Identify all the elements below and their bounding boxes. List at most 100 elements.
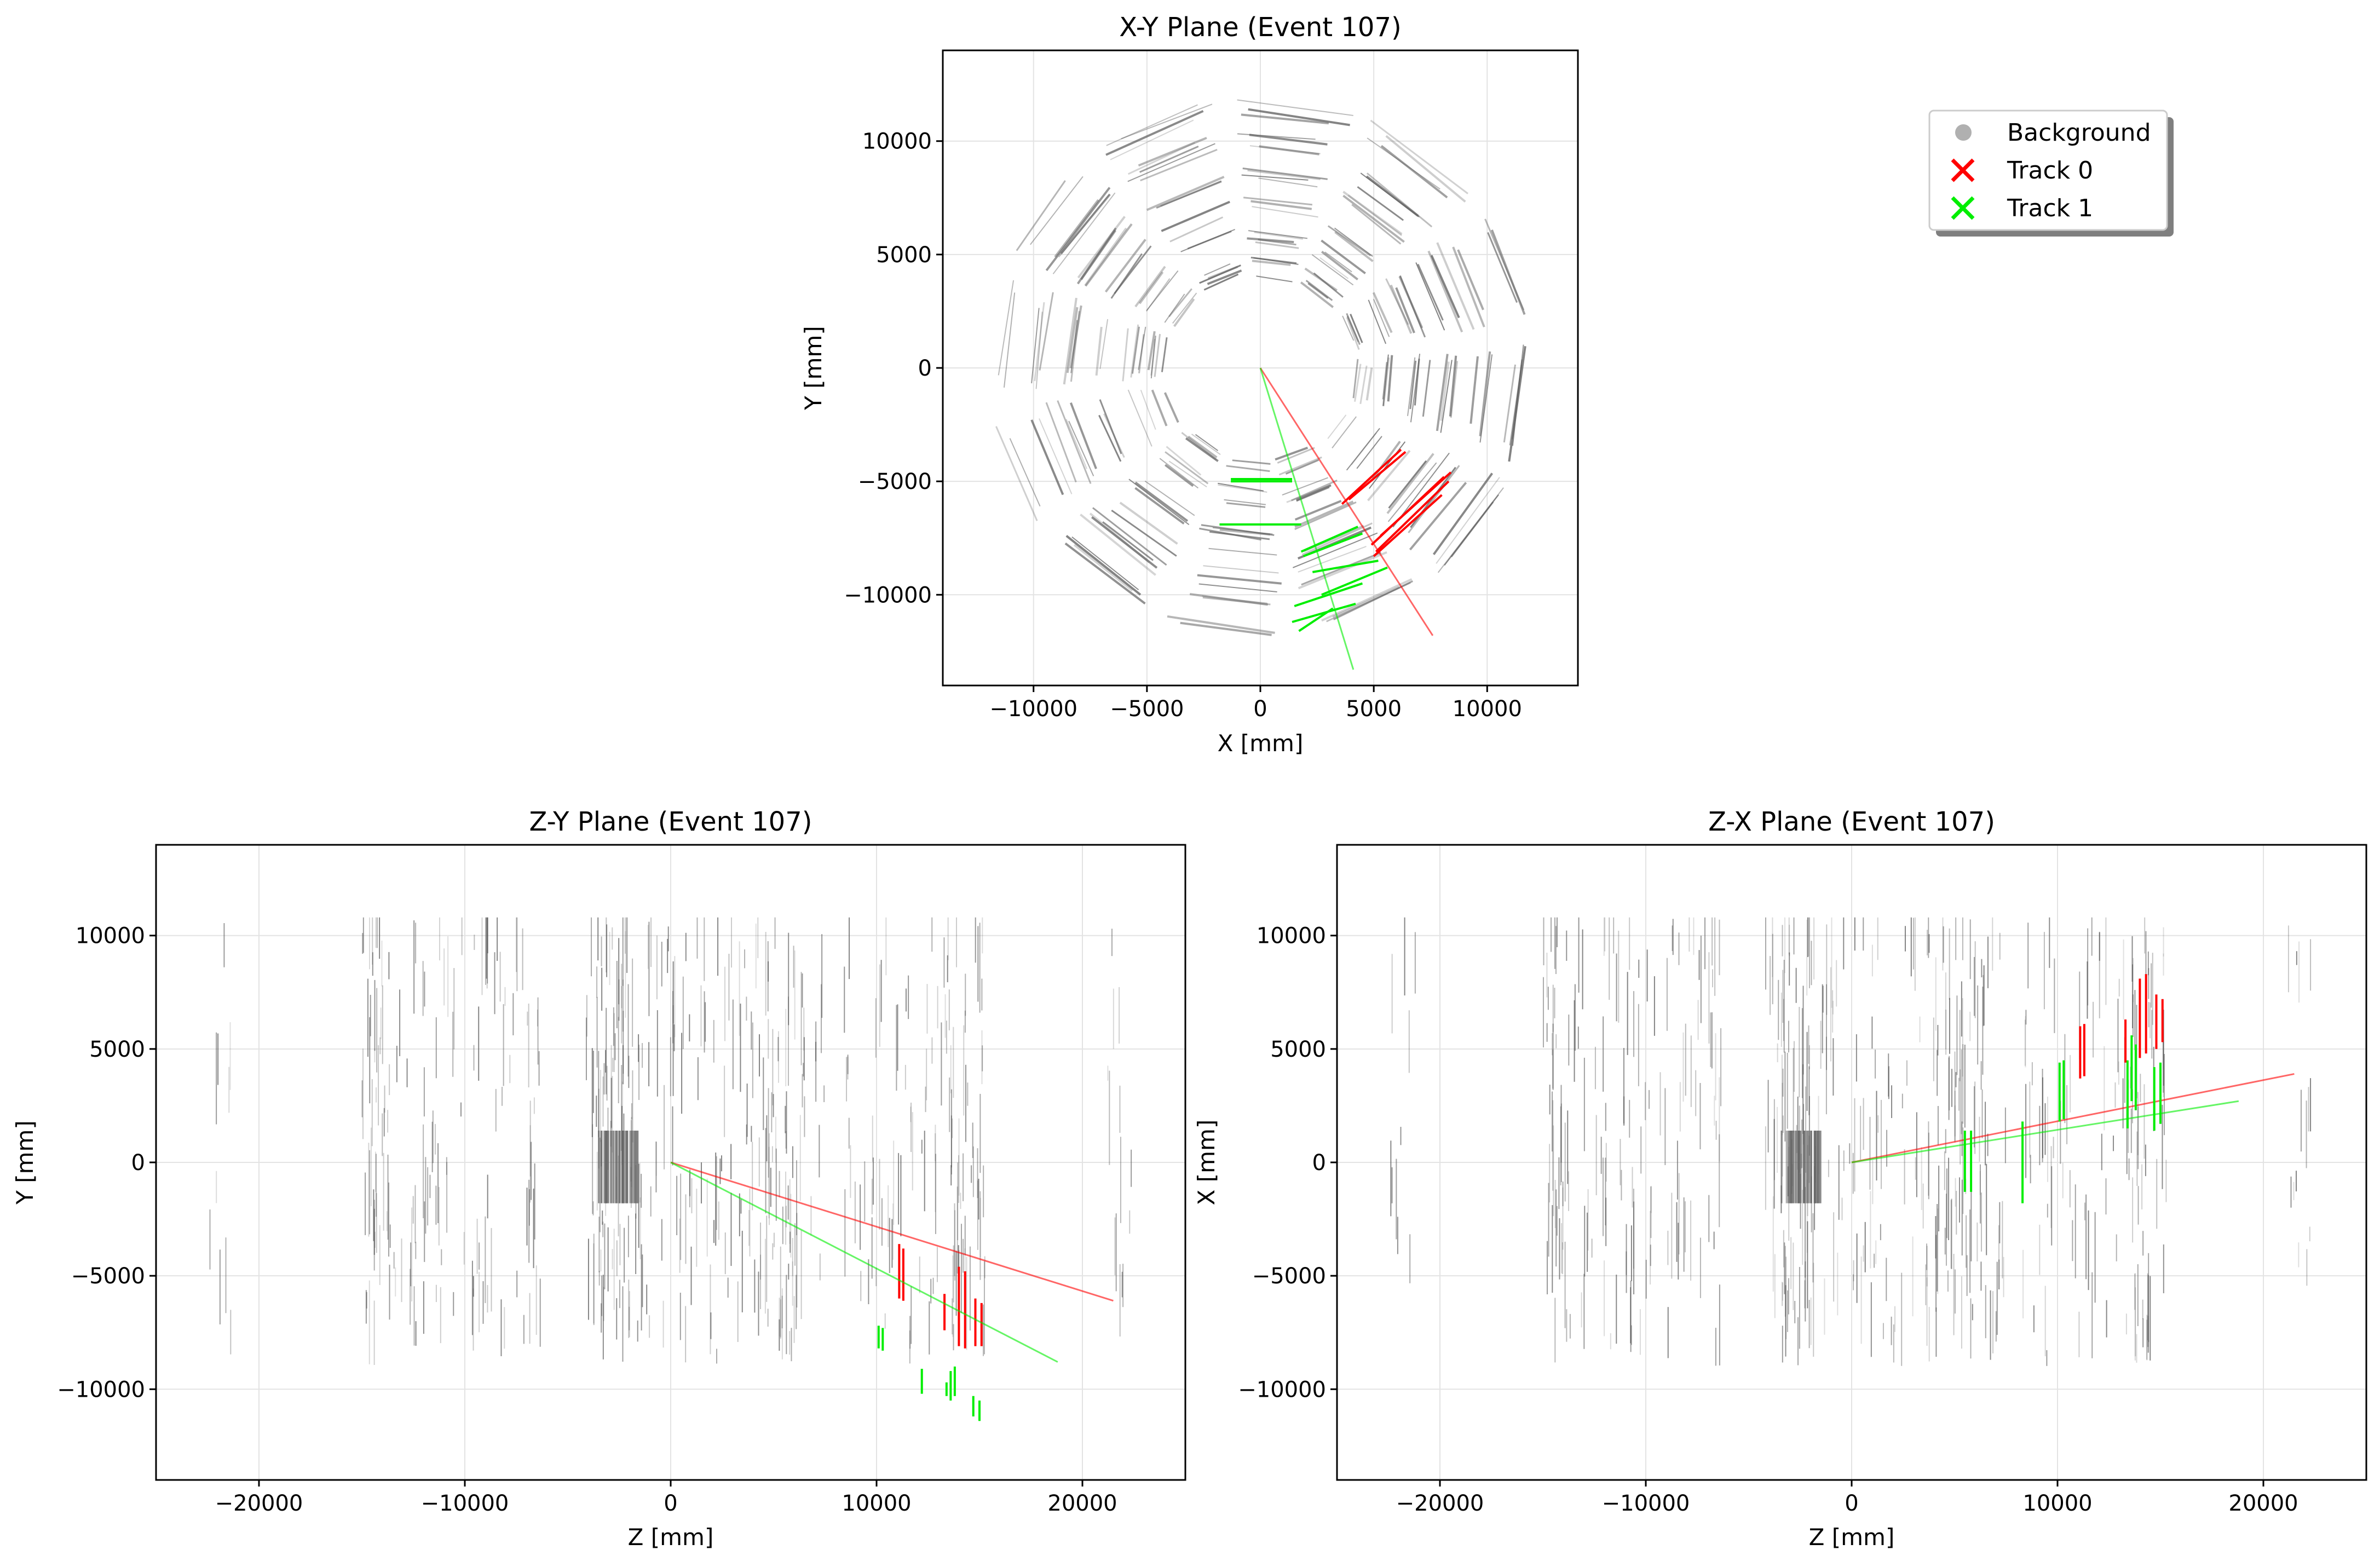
background-hit xyxy=(1197,574,1282,585)
background-hit xyxy=(1030,419,1064,496)
background-hit xyxy=(1064,542,1146,604)
track-1-hit xyxy=(1303,532,1363,557)
y-tick-label: −5000 xyxy=(858,469,932,494)
background-hit xyxy=(1252,206,1318,218)
background-hit xyxy=(1084,227,1127,286)
zx-x-ticks: −20000 −10000 0 10000 20000 xyxy=(1396,1480,2298,1516)
background-hit xyxy=(1199,527,1261,541)
x-tick-label: 0 xyxy=(1845,1491,1858,1516)
track-1-hit xyxy=(1321,566,1388,596)
background-hit xyxy=(1387,355,1393,402)
background-hit xyxy=(1258,239,1296,246)
background-hit xyxy=(1168,288,1192,318)
background-hit xyxy=(1327,225,1371,257)
background-hit xyxy=(1254,231,1303,240)
track-0-hit xyxy=(1375,480,1450,553)
background-hit xyxy=(1248,230,1308,239)
background-hit xyxy=(1070,311,1080,382)
background-hit xyxy=(1457,249,1484,310)
background-hit xyxy=(1351,204,1402,245)
background-hit xyxy=(1140,148,1218,182)
track-0-fit-line xyxy=(1851,1073,2295,1163)
background-hit xyxy=(1300,281,1334,308)
background-hit xyxy=(1063,297,1077,385)
background-hit xyxy=(1409,482,1467,551)
background-hit xyxy=(1373,298,1390,337)
background-hit xyxy=(1350,314,1363,343)
background-hit xyxy=(1432,473,1494,555)
background-hit xyxy=(1324,251,1352,273)
background-hit xyxy=(1387,462,1437,522)
zx-x-axis-label: Z [mm] xyxy=(1809,1524,1895,1551)
background-hit xyxy=(1346,317,1360,350)
background-hit xyxy=(1058,194,1110,258)
background-hit xyxy=(1479,354,1493,443)
background-hit xyxy=(1351,433,1377,465)
track-0-hit xyxy=(1373,494,1443,557)
zx-y-ticks: −10000 −5000 0 5000 10000 xyxy=(1238,924,1337,1402)
background-hit xyxy=(1333,580,1413,620)
background-hit xyxy=(1034,302,1045,382)
background-hit xyxy=(1386,453,1434,514)
x-tick-label: 0 xyxy=(1253,696,1267,722)
background-hit xyxy=(1366,172,1433,228)
background-hit xyxy=(1307,283,1329,299)
y-tick-label: 0 xyxy=(918,356,932,381)
track-1-hit xyxy=(1298,607,1334,632)
legend: Background Track 0 Track 1 xyxy=(1928,110,2174,237)
background-hit xyxy=(1202,596,1271,606)
background-hit xyxy=(1016,180,1066,251)
background-hit xyxy=(1370,119,1468,194)
background-hit xyxy=(1150,335,1156,379)
background-hit xyxy=(1427,250,1463,333)
background-hit xyxy=(1218,484,1267,493)
background-hit xyxy=(1039,418,1073,494)
background-hit xyxy=(1440,361,1450,421)
background-hit xyxy=(1248,108,1350,126)
background-hit xyxy=(1359,365,1368,404)
y-tick-label: 5000 xyxy=(89,1037,145,1062)
y-tick-label: −10000 xyxy=(1238,1377,1326,1402)
background-hit xyxy=(1256,275,1293,283)
background-hit xyxy=(1128,479,1190,526)
background-hit xyxy=(1163,392,1179,423)
background-hit xyxy=(1098,414,1122,462)
background-hit xyxy=(1368,299,1387,344)
background-hit xyxy=(1241,113,1329,125)
background-hit xyxy=(1321,239,1366,274)
x-tick-label: 20000 xyxy=(2228,1491,2298,1516)
background-hit xyxy=(1092,507,1167,566)
xy-y-axis-label: Y [mm] xyxy=(800,326,827,411)
background-hit xyxy=(1145,278,1171,312)
background-hit xyxy=(1346,313,1361,345)
legend-background-marker xyxy=(1955,124,1972,141)
background-hit xyxy=(1342,191,1403,235)
background-hit xyxy=(1138,271,1164,304)
background-hit xyxy=(1169,216,1224,243)
background-hit xyxy=(1470,356,1479,424)
background-hit xyxy=(1380,145,1448,199)
background-hit xyxy=(1122,328,1129,382)
background-hit xyxy=(1332,586,1400,618)
background-hit xyxy=(1138,334,1145,373)
zy-y-ticks: −10000 −5000 0 5000 10000 xyxy=(57,924,156,1402)
background-hit xyxy=(1071,536,1139,591)
background-hit xyxy=(1203,565,1279,574)
x-tick-label: −20000 xyxy=(215,1491,303,1516)
background-hit xyxy=(1334,227,1373,257)
x-tick-label: 0 xyxy=(664,1491,677,1516)
zx-tracks xyxy=(1851,974,2295,1203)
background-hit xyxy=(1127,389,1152,447)
background-hit xyxy=(1382,357,1390,406)
background-hit xyxy=(1080,229,1116,280)
background-hit xyxy=(1180,229,1236,252)
track-0-hit xyxy=(1341,448,1402,505)
xy-x-ticks: −10000 −5000 0 5000 10000 xyxy=(989,685,1522,722)
background-hit xyxy=(1030,176,1084,245)
background-hit xyxy=(1226,502,1266,508)
track-1-hit xyxy=(1292,602,1356,623)
y-tick-label: −5000 xyxy=(1252,1264,1326,1289)
zy-x-axis-label: Z [mm] xyxy=(628,1524,714,1551)
y-tick-label: −10000 xyxy=(57,1377,145,1402)
background-hit xyxy=(1294,500,1342,521)
